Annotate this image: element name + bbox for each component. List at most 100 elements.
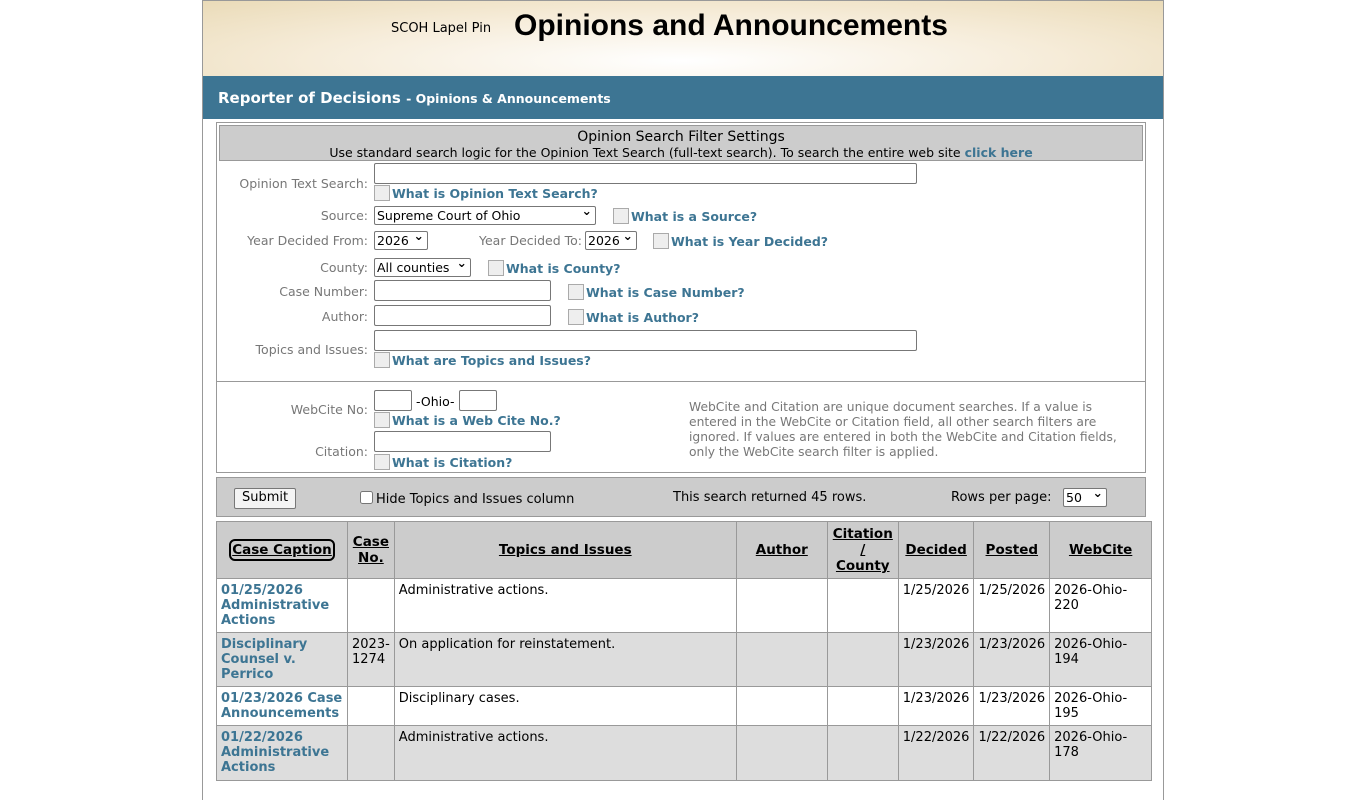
year-from-label: Year Decided From: bbox=[247, 233, 368, 248]
citation-input[interactable] bbox=[374, 431, 551, 452]
header-case-no[interactable]: Case No. bbox=[347, 521, 395, 579]
cell-author bbox=[735, 725, 828, 781]
webcite-note: WebCite and Citation are unique document… bbox=[689, 400, 1117, 459]
cell-author bbox=[735, 632, 828, 687]
table-row: Disciplinary Counsel v. Perrico 2023-1274… bbox=[216, 632, 1153, 687]
case-number-label: Case Number: bbox=[279, 284, 368, 299]
cell-decided: 1/23/2026 bbox=[897, 686, 975, 726]
county-label: County: bbox=[320, 260, 368, 275]
cell-posted: 1/23/2026 bbox=[973, 632, 1051, 687]
source-select[interactable]: Supreme Court of Ohio bbox=[374, 203, 596, 225]
cell-decided: 1/25/2026 bbox=[897, 578, 975, 633]
header-topics[interactable]: Topics and Issues bbox=[393, 521, 737, 579]
cell-author bbox=[735, 578, 828, 633]
cell-topics: Administrative actions. bbox=[393, 725, 737, 781]
rows-per-page-label: Rows per page: bbox=[951, 490, 1052, 505]
section-subtitle: - Opinions & Announcements bbox=[406, 91, 611, 106]
header-author[interactable]: Author bbox=[735, 521, 828, 579]
results-table: Case Caption Case No. Topics and Issues … bbox=[216, 521, 1153, 781]
cell-topics: Administrative actions. bbox=[393, 578, 737, 633]
county-help-link[interactable]: What is County? bbox=[488, 260, 620, 276]
citation-label: Citation: bbox=[315, 444, 368, 459]
author-label: Author: bbox=[321, 309, 368, 324]
county-select[interactable]: All counties bbox=[374, 255, 471, 277]
cell-posted: 1/22/2026 bbox=[973, 725, 1051, 781]
cell-webcite: 2026-Ohio-194 bbox=[1049, 632, 1153, 687]
cell-caption[interactable]: Disciplinary Counsel v. Perrico bbox=[216, 632, 348, 687]
table-row: 01/25/2026 Administrative Actions Adminis… bbox=[216, 578, 1153, 633]
header-posted[interactable]: Posted bbox=[973, 521, 1051, 579]
cell-case-no bbox=[347, 578, 395, 633]
case-caption-link[interactable]: 01/25/2026 Administrative Actions bbox=[221, 583, 330, 628]
cell-caption[interactable]: 01/22/2026 Administrative Actions bbox=[216, 725, 348, 781]
topics-input[interactable] bbox=[374, 330, 917, 351]
source-help-link[interactable]: What is a Source? bbox=[613, 208, 757, 224]
page-title: Opinions and Announcements bbox=[514, 9, 948, 42]
divider bbox=[217, 381, 1145, 382]
cell-webcite: 2026-Ohio-220 bbox=[1049, 578, 1153, 633]
topics-help-link[interactable]: What are Topics and Issues? bbox=[374, 352, 591, 368]
cell-author bbox=[735, 686, 828, 726]
cell-topics: On application for reinstatement. bbox=[393, 632, 737, 687]
table-row: 01/23/2026 Case Announcements Disciplinar… bbox=[216, 686, 1153, 726]
page-container: SCOH Lapel Pin Opinions and Announcement… bbox=[202, 0, 1164, 800]
click-here-link[interactable]: click here bbox=[964, 145, 1033, 160]
author-help-link[interactable]: What is Author? bbox=[568, 309, 699, 325]
case-number-help-link[interactable]: What is Case Number? bbox=[568, 284, 745, 300]
cell-posted: 1/25/2026 bbox=[973, 578, 1051, 633]
header-case-caption[interactable]: Case Caption bbox=[216, 521, 348, 579]
case-caption-link[interactable]: 01/23/2026 Case Announcements bbox=[221, 691, 343, 721]
year-to-label: Year Decided To: bbox=[479, 233, 583, 248]
cell-decided: 1/22/2026 bbox=[897, 725, 975, 781]
section-bar: Reporter of Decisions - Opinions & Annou… bbox=[203, 76, 1163, 119]
cell-citation bbox=[826, 578, 899, 633]
submit-button[interactable]: Submit bbox=[234, 488, 297, 509]
hide-topics-checkbox[interactable]: Hide Topics and Issues column bbox=[360, 491, 574, 507]
filter-title: Opinion Search Filter Settings bbox=[577, 129, 785, 145]
webcite-separator: -Ohio- bbox=[416, 394, 455, 409]
search-filter-panel: Opinion Search Filter Settings Use stand… bbox=[216, 122, 1146, 473]
author-input[interactable] bbox=[374, 305, 551, 326]
cell-webcite: 2026-Ohio-178 bbox=[1049, 725, 1153, 781]
results-toolbar: Submit Hide Topics and Issues column Thi… bbox=[216, 477, 1146, 517]
rows-per-page-select[interactable]: 50 bbox=[1063, 485, 1107, 507]
year-help-link[interactable]: What is Year Decided? bbox=[653, 233, 828, 249]
topics-label: Topics and Issues: bbox=[255, 342, 368, 357]
header-citation[interactable]: Citation / County bbox=[826, 521, 899, 579]
cell-caption[interactable]: 01/23/2026 Case Announcements bbox=[216, 686, 348, 726]
cell-webcite: 2026-Ohio-195 bbox=[1049, 686, 1153, 726]
year-from-select[interactable]: 2026 bbox=[374, 228, 428, 250]
source-label: Source: bbox=[320, 208, 368, 223]
webcite-label: WebCite No: bbox=[290, 402, 368, 417]
cell-case-no bbox=[347, 725, 395, 781]
filter-heading: Opinion Search Filter Settings Use stand… bbox=[219, 125, 1143, 161]
cell-posted: 1/23/2026 bbox=[973, 686, 1051, 726]
lapel-pin-logo: SCOH Lapel Pin bbox=[391, 21, 492, 36]
text-search-help-link[interactable]: What is Opinion Text Search? bbox=[374, 185, 598, 201]
header-decided[interactable]: Decided bbox=[897, 521, 975, 579]
table-row: 01/22/2026 Administrative Actions Adminis… bbox=[216, 725, 1153, 781]
webcite-help-link[interactable]: What is a Web Cite No.? bbox=[374, 412, 561, 428]
page-header: SCOH Lapel Pin Opinions and Announcement… bbox=[203, 1, 1163, 76]
cell-citation bbox=[826, 725, 899, 781]
webcite-number-input[interactable] bbox=[459, 390, 497, 411]
result-count: This search returned 45 rows. bbox=[673, 490, 867, 505]
text-search-input[interactable] bbox=[374, 163, 917, 184]
case-caption-link[interactable]: Disciplinary Counsel v. Perrico bbox=[221, 637, 308, 682]
cell-citation bbox=[826, 632, 899, 687]
case-caption-link[interactable]: 01/22/2026 Administrative Actions bbox=[221, 730, 330, 775]
cell-case-no: 2023-1274 bbox=[347, 632, 395, 687]
citation-help-link[interactable]: What is Citation? bbox=[374, 454, 512, 470]
cell-topics: Disciplinary cases. bbox=[393, 686, 737, 726]
hide-topics-label: Hide Topics and Issues column bbox=[376, 492, 575, 507]
case-number-input[interactable] bbox=[374, 280, 551, 301]
filter-subtitle: Use standard search logic for the Opinio… bbox=[329, 145, 961, 160]
webcite-year-input[interactable] bbox=[374, 390, 412, 411]
cell-decided: 1/23/2026 bbox=[897, 632, 975, 687]
cell-citation bbox=[826, 686, 899, 726]
text-search-label: Opinion Text Search: bbox=[239, 176, 368, 191]
section-title: Reporter of Decisions bbox=[218, 89, 401, 107]
header-webcite[interactable]: WebCite bbox=[1049, 521, 1153, 579]
year-to-select[interactable]: 2026 bbox=[585, 228, 637, 250]
cell-caption[interactable]: 01/25/2026 Administrative Actions bbox=[216, 578, 348, 633]
